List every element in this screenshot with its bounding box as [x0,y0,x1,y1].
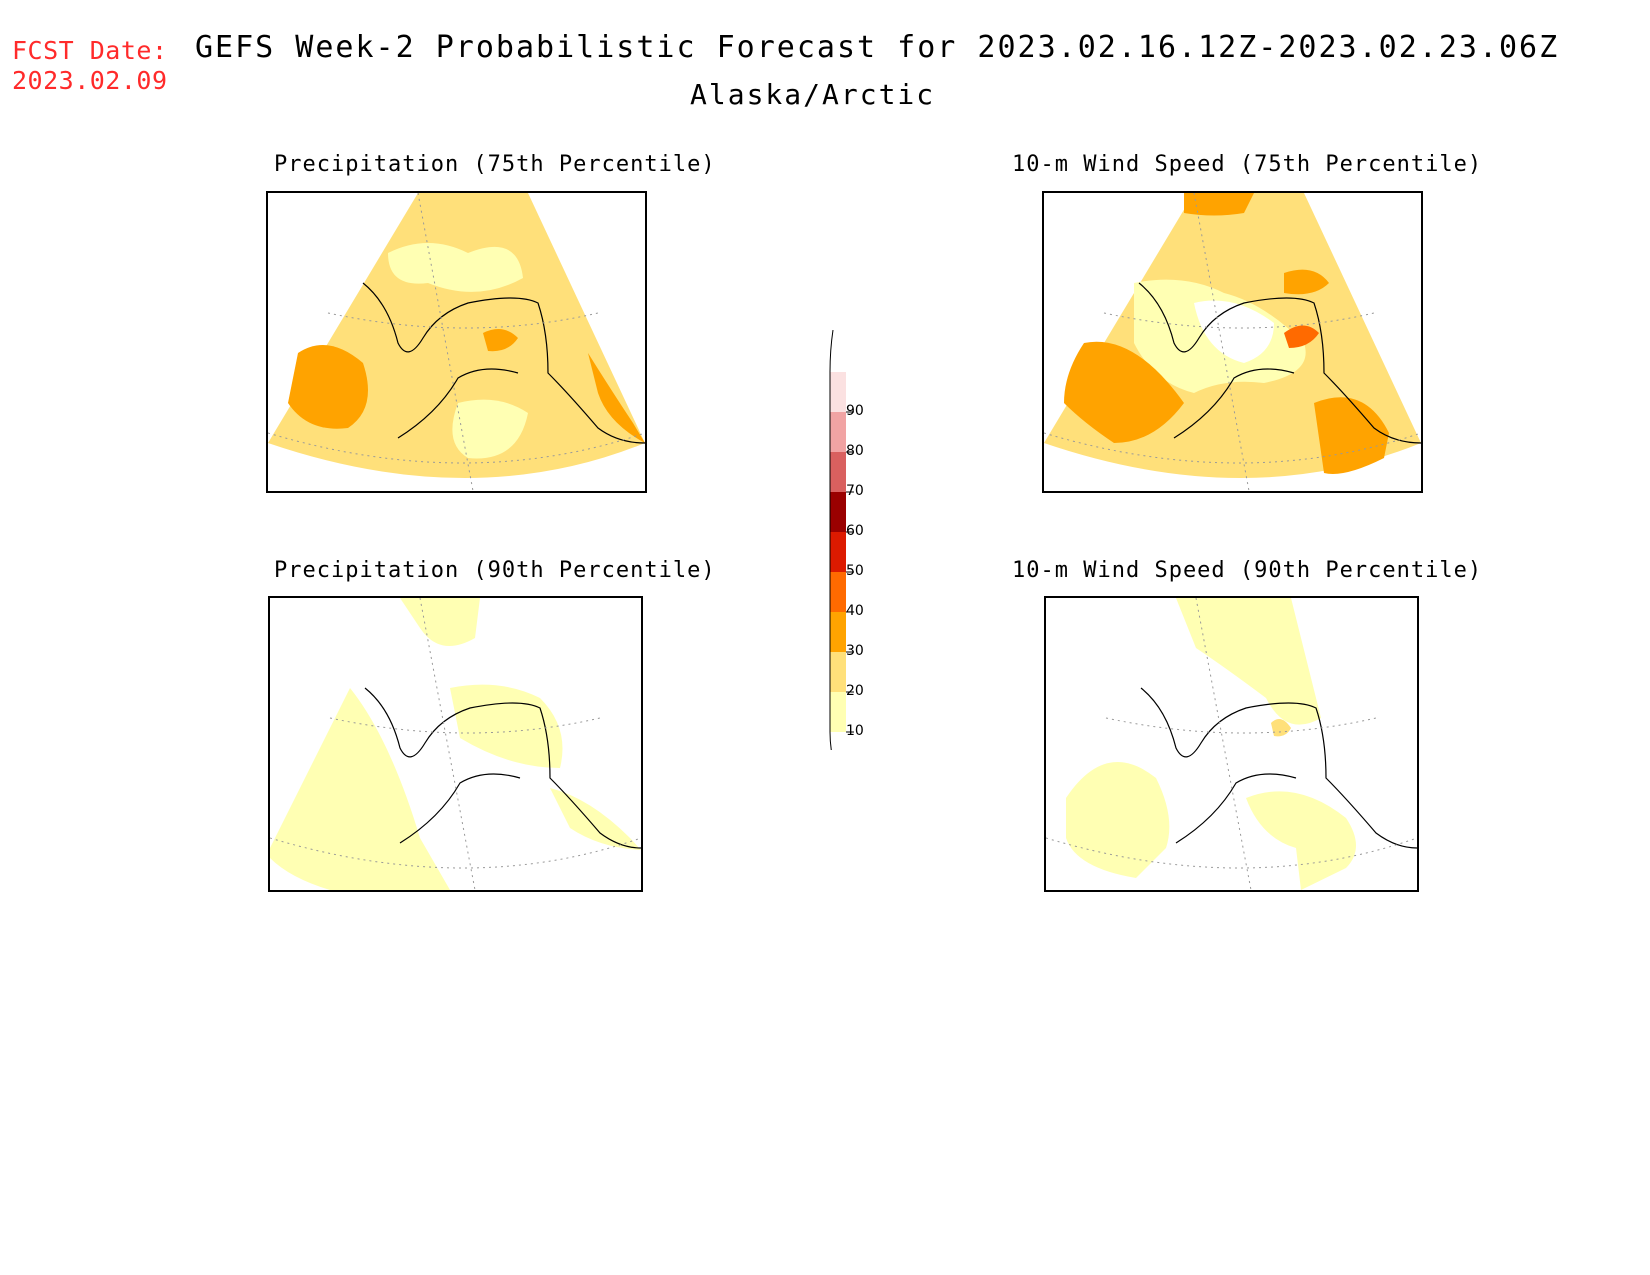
prob-area-10b-precip-90 [400,598,480,646]
coastline-south [1175,773,1297,844]
legend-bar [829,329,854,771]
map-wind-75 [1042,191,1423,493]
legend-swatch-80 [830,412,846,452]
legend-swatch-20 [830,652,846,692]
map-precip-90 [268,596,643,892]
prob-area-30b-wind-75 [1314,397,1389,474]
prob-area-30b-precip-75 [588,353,645,443]
legend-label-70: 70 [846,483,864,499]
prob-area-white-wind-75 [1194,300,1274,363]
legend-bottom-tail [829,731,837,771]
prob-area-30c-precip-75 [483,329,518,352]
legend-label-90: 90 [846,403,864,419]
prob-area-20-wind-90 [1271,719,1291,737]
prob-area-30c-wind-75 [1184,193,1254,216]
legend-label-30: 30 [846,643,864,659]
forecast-date-label: FCST Date: [12,36,168,65]
legend-swatch-70 [830,452,846,492]
region-subtitle: Alaska/Arctic [690,78,936,111]
page-title: GEFS Week-2 Probabilistic Forecast for 2… [195,30,1560,65]
prob-area-10b-wind-90 [1066,762,1170,878]
probability-color-legend [800,329,890,771]
prob-area-40-wind-75 [1284,325,1319,348]
prob-area-30-wind-75 [1064,341,1184,443]
coastline [362,282,645,444]
grid-lines [270,598,641,890]
panel-title-wind-75: 10-m Wind Speed (75th Percentile) [1012,152,1483,177]
coastline-south [397,368,519,439]
legend-swatch-30 [830,612,846,652]
prob-area-30d-wind-75 [1284,269,1329,295]
legend-swatch-60 [830,492,846,532]
legend-label-50: 50 [846,563,864,579]
grid-lines [1044,193,1421,491]
coastline-south [1173,368,1295,439]
coastline [1138,282,1421,444]
legend-top-tail [829,329,834,373]
prob-area-10b-precip-75 [452,399,528,459]
map-precip-75 [266,191,647,493]
coastline-south [399,773,521,844]
prob-area-30-precip-75 [288,345,368,429]
legend-label-10: 10 [846,723,864,739]
forecast-date-block: FCST Date: 2023.02.09 [12,36,168,96]
prob-area-10-precip-75 [388,243,523,292]
legend-label-20: 20 [846,683,864,699]
grid-lines [268,193,645,491]
map-wind-90 [1044,596,1419,892]
prob-area-10d-precip-90 [550,788,641,850]
prob-area-10c-wind-90 [1246,791,1356,890]
coastline [364,687,641,849]
legend-swatch-90 [830,372,846,412]
grid-lines [1046,598,1417,890]
prob-area-10-wind-90 [1176,598,1321,725]
forecast-date-value: 2023.02.09 [12,66,168,95]
panel-title-precip-75: Precipitation (75th Percentile) [274,152,716,177]
panel-title-precip-90: Precipitation (90th Percentile) [274,558,716,583]
legend-label-40: 40 [846,603,864,619]
coastline [1140,687,1417,849]
legend-swatch-50 [830,532,846,572]
panel-title-wind-90: 10-m Wind Speed (90th Percentile) [1012,558,1483,583]
legend-swatch-40 [830,572,846,612]
legend-swatch-10 [830,692,846,732]
legend-label-60: 60 [846,523,864,539]
legend-label-80: 80 [846,443,864,459]
